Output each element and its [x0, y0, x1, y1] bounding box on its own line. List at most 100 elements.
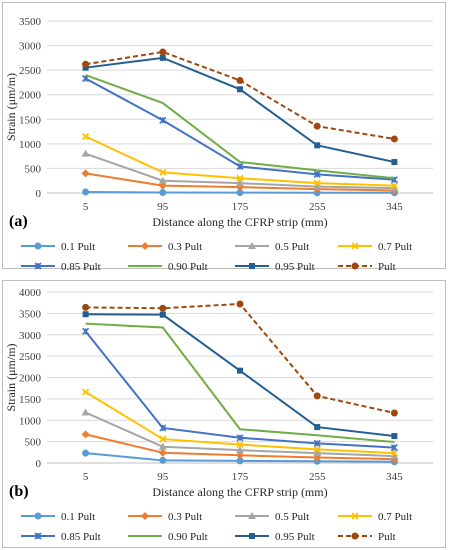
- chart-b-ytick-label: 3000: [19, 330, 42, 342]
- chart-b-legend-label: 0.95 Pult: [275, 531, 315, 543]
- chart-a-legend-label: 0.95 Pult: [275, 261, 315, 270]
- chart-a-legend-label: 0.85 Pult: [61, 261, 101, 270]
- chart-b-data-point: [313, 449, 322, 457]
- chart-b-y-axis-title: Strain (μm/m): [4, 343, 18, 411]
- chart-b-legend-label: 0.90 Pult: [168, 531, 208, 543]
- chart-b-legend-marker: [248, 512, 256, 519]
- chart-a-data-point: [159, 48, 167, 56]
- chart-a-data-point: [390, 181, 399, 190]
- chart-a-data-point: [158, 176, 167, 184]
- chart-b-data-point: [390, 452, 399, 460]
- chart-b-x-axis-title: Distance along the CFRP strip (mm): [152, 485, 327, 499]
- chart-a-data-point: [81, 132, 90, 141]
- chart-b-data-point: [236, 446, 244, 454]
- chart-b-ytick-label: 0: [36, 458, 42, 470]
- chart-b-xtick-label: 255: [309, 471, 326, 483]
- chart-b-data-point: [82, 327, 90, 335]
- chart-b-legend-label: 0.7 Pult: [378, 511, 412, 523]
- chart-b-legend-marker: [34, 512, 42, 520]
- chart-b-xtick-label: 175: [232, 471, 249, 483]
- chart-a-ytick-label: 2000: [19, 90, 42, 102]
- chart-a-legend-marker: [351, 262, 359, 270]
- chart-b-data-point: [82, 311, 89, 318]
- chart-a-y-axis-title: Strain (μm/m): [4, 73, 18, 141]
- chart-a-data-point: [82, 60, 90, 68]
- chart-b-panel-label: (b): [9, 483, 29, 500]
- chart-a-data-point: [159, 189, 167, 197]
- chart-b-data-point: [313, 445, 321, 453]
- chart-b-series-line: [85, 302, 395, 414]
- chart-b-legend-label: 0.85 Pult: [61, 531, 101, 543]
- chart-a-data-point: [236, 162, 244, 171]
- chart-b-data-point: [159, 435, 167, 443]
- chart-a-data-point: [236, 179, 244, 187]
- chart-panel-b: 0 500 1000 1500 2000 2500 3000 3500 4000 5 95 175 25…: [2, 280, 446, 548]
- chart-a-data-point: [237, 86, 243, 93]
- chart-a-legend-label: 0.7 Pult: [378, 241, 412, 253]
- chart-a-svg: 0 500 1000 1500 2000 2500 3000 3500 5 95 175 255 345…: [4, 16, 433, 270]
- chart-b-legend-marker: [34, 532, 42, 540]
- chart-a-xtick-label: 5: [83, 201, 89, 213]
- chart-a-data-point: [313, 179, 321, 187]
- chart-a-ytick-label: 1500: [19, 114, 42, 126]
- chart-b-legend-marker: [249, 533, 255, 539]
- chart-a-data-point: [313, 182, 322, 190]
- chart-b-data-point: [236, 300, 244, 308]
- chart-b-data-point: [237, 367, 243, 374]
- chart-a-panel-label: (a): [9, 213, 28, 230]
- chart-b-data-point: [159, 311, 166, 318]
- chart-a-legend-label: 0.3 Pult: [168, 241, 202, 253]
- chart-b-xtick-label: 95: [157, 471, 169, 483]
- chart-b-series-line: [85, 313, 395, 438]
- chart-b-legend-label: 0.3 Pult: [168, 511, 202, 523]
- chart-b-data-point: [81, 430, 90, 439]
- chart-b-data-point: [313, 439, 321, 447]
- chart-b-data-point: [158, 448, 167, 457]
- chart-a-data-point: [81, 169, 90, 178]
- chart-a-ytick-label: 1000: [19, 139, 42, 151]
- chart-b-data-point: [159, 456, 167, 464]
- chart-a-series-line: [85, 56, 395, 164]
- chart-b-data-point: [236, 434, 244, 442]
- chart-a-legend-marker: [34, 262, 42, 270]
- chart-a-legend-marker: [248, 242, 256, 249]
- chart-a-data-point: [391, 159, 398, 166]
- chart-a-ytick-label: 2500: [19, 65, 42, 77]
- chart-b-data-point: [81, 388, 90, 396]
- chart-b-svg: 0 500 1000 1500 2000 2500 3000 3500 4000 5 95 175 25…: [4, 287, 433, 543]
- chart-b-data-point: [236, 451, 244, 460]
- chart-a-legend-marker: [249, 263, 255, 269]
- chart-b-ytick-label: 1500: [19, 394, 42, 406]
- chart-b-ytick-label: 500: [25, 437, 42, 449]
- chart-b-data-point: [313, 392, 321, 400]
- chart-a-legend-label: 0.1 Pult: [61, 241, 95, 253]
- chart-b-legend-marker: [351, 512, 359, 520]
- chart-b-data-point: [314, 424, 321, 431]
- chart-a-data-point: [390, 184, 399, 192]
- chart-a-data-point: [82, 188, 90, 196]
- chart-b-data-point: [82, 303, 90, 311]
- chart-b-data-point: [390, 444, 398, 452]
- chart-a-xtick-label: 175: [232, 201, 249, 213]
- chart-a-series-line: [85, 50, 395, 140]
- chart-a-xtick-label: 255: [309, 201, 326, 213]
- chart-a-data-point: [390, 135, 398, 143]
- chart-b-data-point: [390, 449, 399, 457]
- chart-b-data-point: [236, 440, 244, 449]
- chart-b-data-point: [159, 304, 167, 312]
- chart-b-legend-marker: [141, 512, 149, 520]
- chart-a-ytick-label: 3000: [19, 41, 42, 53]
- chart-b-ytick-label: 1000: [19, 415, 42, 427]
- chart-a-data-point: [236, 174, 244, 182]
- chart-a-legend-marker: [141, 242, 149, 250]
- chart-b-series-line: [85, 322, 395, 444]
- chart-a-x-axis-title: Distance along the CFRP strip (mm): [152, 215, 327, 229]
- chart-a-data-point: [313, 170, 321, 178]
- chart-a-legend-label: 0.5 Pult: [275, 241, 309, 253]
- chart-b-legend-label: 0.1 Pult: [61, 511, 95, 523]
- chart-a-series-line: [85, 74, 395, 180]
- chart-a-xtick-label: 345: [386, 201, 403, 213]
- chart-b-ytick-label: 2500: [19, 351, 42, 363]
- chart-a-data-point: [159, 168, 167, 176]
- chart-a-data-point: [314, 142, 321, 149]
